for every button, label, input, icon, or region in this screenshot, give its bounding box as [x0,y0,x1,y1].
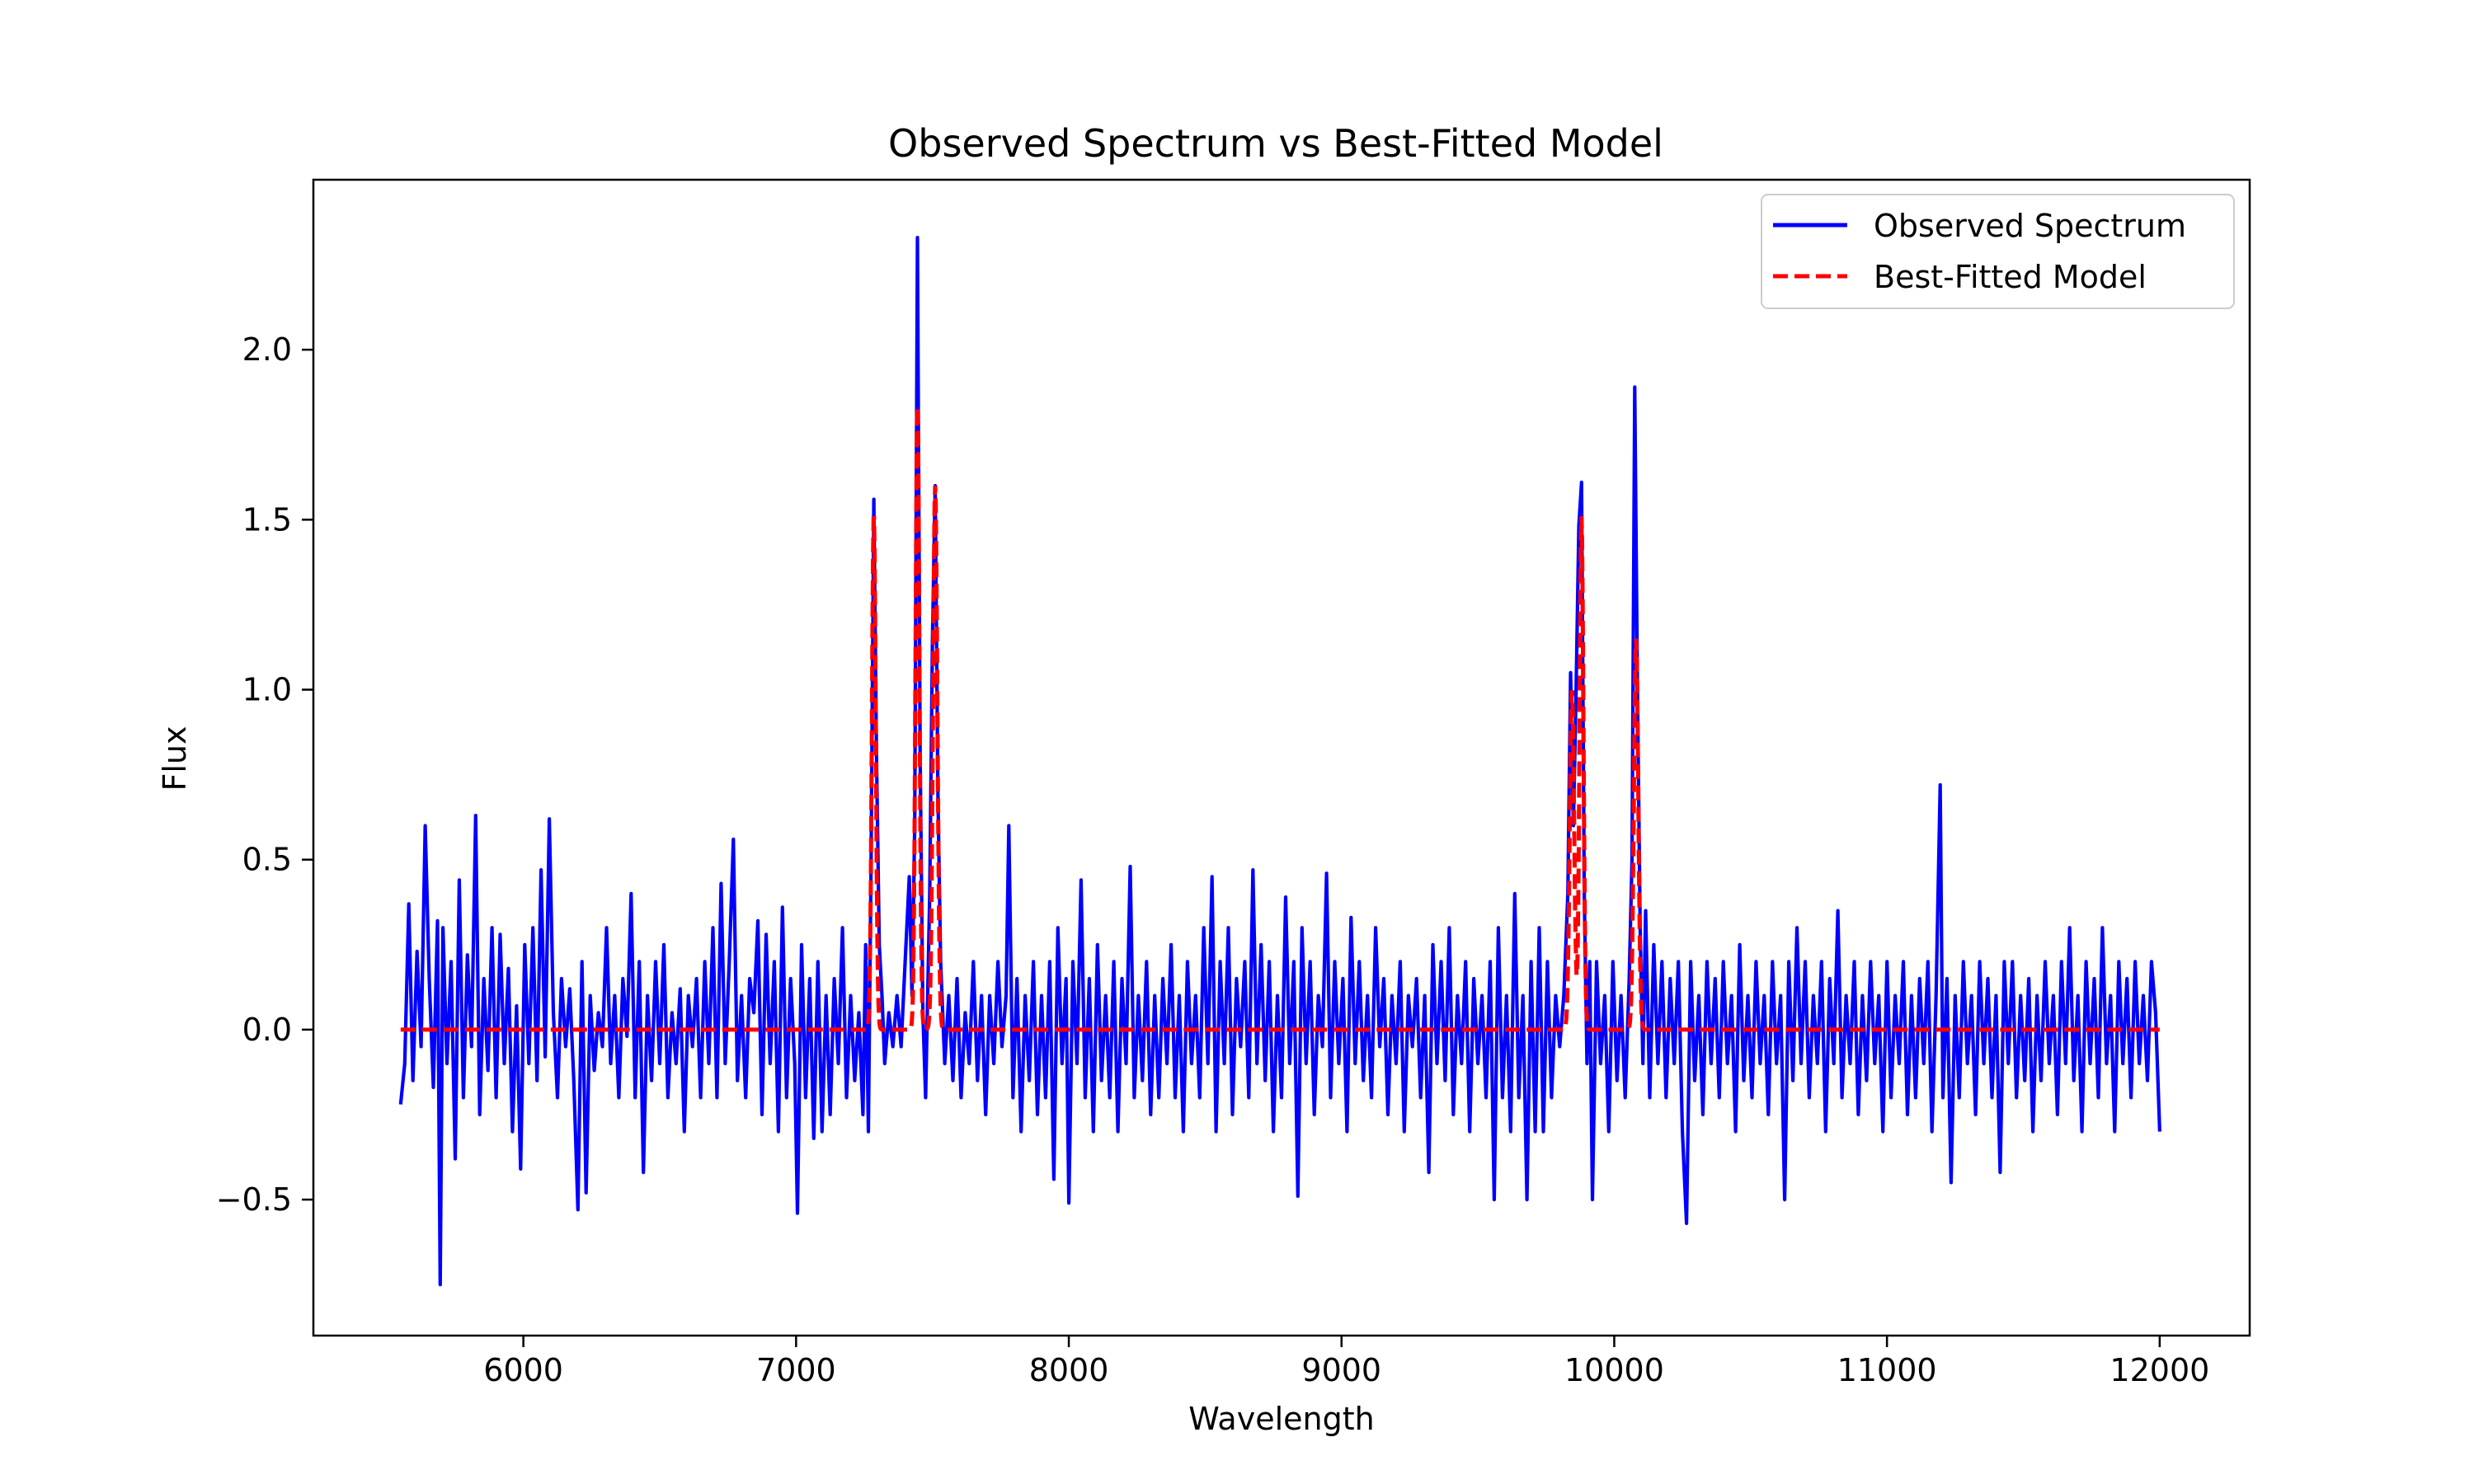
chart-title: Observed Spectrum vs Best-Fitted Model [888,121,1663,166]
x-tick-label: 10000 [1564,1352,1664,1388]
x-tick-label: 11000 [1837,1352,1937,1388]
series-layer [398,236,2161,1287]
y-tick-label: 1.0 [242,672,292,708]
x-tick-label: 9000 [1301,1352,1381,1388]
x-axis-label: Wavelength [1188,1401,1374,1437]
x-axis: 6000 7000 8000 9000 10000 11000 12000 [483,1336,2209,1388]
x-tick-label: 12000 [2109,1352,2209,1388]
legend-label-observed-spectrum: Observed Spectrum [1874,208,2186,244]
best-fitted-model-line [400,405,2160,1032]
x-tick-label: 6000 [483,1352,563,1388]
y-tick-label: 2.0 [242,331,292,368]
y-tick-label: 0.0 [242,1012,292,1048]
plot-frame [312,178,2251,1337]
observed-spectrum-line [398,236,2161,1287]
y-tick-label: 0.5 [242,842,292,878]
x-tick-label: 8000 [1029,1352,1109,1388]
legend: Observed Spectrum Best-Fitted Model [1761,194,2235,309]
x-tick-label: 7000 [756,1352,836,1388]
y-tick-label: 1.5 [242,501,292,538]
legend-frame [1761,194,2235,309]
y-axis-label: Flux [157,726,193,791]
legend-label-best-fitted-model: Best-Fitted Model [1874,259,2147,295]
y-axis: −0.5 0.0 0.5 1.0 1.5 2.0 [216,331,313,1218]
y-tick-label: −0.5 [216,1181,292,1218]
